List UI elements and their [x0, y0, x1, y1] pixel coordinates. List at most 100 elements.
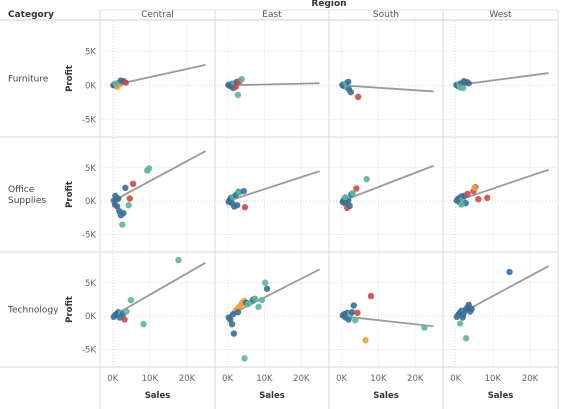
- data-point: [352, 317, 359, 324]
- data-point: [230, 330, 238, 337]
- data-point: [140, 321, 147, 328]
- y-tick-label: 5K: [85, 47, 96, 57]
- trend-line: [227, 170, 320, 203]
- y-axis-title: Profit: [65, 296, 75, 323]
- y-tick-label: -5K: [82, 115, 96, 125]
- column-header-title: Region: [311, 0, 346, 9]
- category-label: Office: [8, 185, 35, 195]
- data-point: [354, 309, 361, 317]
- data-point: [126, 195, 133, 202]
- x-axis-title: Sales: [373, 391, 399, 401]
- region-header-east: East: [262, 10, 282, 20]
- data-point: [458, 201, 465, 208]
- x-tick-label: 0K: [336, 374, 347, 384]
- data-point: [229, 310, 237, 318]
- data-point: [232, 83, 239, 90]
- region-header-south: South: [373, 10, 399, 20]
- data-point: [347, 88, 355, 96]
- y-axis-title: Profit: [65, 181, 75, 208]
- trend-line: [227, 268, 321, 317]
- data-point: [145, 165, 153, 172]
- data-point: [240, 187, 248, 195]
- data-point: [421, 324, 428, 331]
- data-point: [353, 185, 360, 192]
- data-point: [367, 292, 375, 300]
- data-point: [117, 77, 125, 84]
- data-point: [342, 193, 349, 201]
- chart-labels: Region Category Central East South West Furnit…: [7, 0, 539, 401]
- data-point: [468, 305, 475, 313]
- data-point: [234, 308, 242, 316]
- data-point: [456, 84, 464, 91]
- data-point: [252, 295, 259, 302]
- data-point: [462, 335, 470, 342]
- y-tick-label: 0K: [85, 197, 96, 207]
- x-tick-label: 10K: [370, 374, 387, 384]
- y-tick-label: -5K: [82, 346, 96, 356]
- data-points: [110, 75, 513, 362]
- trend-line: [341, 84, 434, 93]
- y-tick-label: 5K: [85, 279, 96, 289]
- data-point: [263, 285, 271, 292]
- row-header-title: Category: [8, 10, 54, 20]
- data-point: [129, 180, 137, 187]
- category-label: Supplies: [8, 196, 46, 206]
- region-header-central: Central: [141, 10, 174, 20]
- data-point: [345, 316, 352, 323]
- x-tick-label: 10K: [142, 374, 159, 384]
- data-point: [125, 202, 132, 209]
- data-point: [255, 303, 262, 311]
- data-point: [234, 91, 242, 99]
- data-point: [464, 190, 471, 198]
- x-tick-label: 10K: [256, 374, 273, 384]
- data-point: [345, 78, 352, 86]
- data-point: [465, 80, 472, 87]
- data-point: [112, 80, 119, 87]
- data-point: [350, 302, 357, 309]
- data-point: [175, 256, 182, 264]
- x-axis-title: Sales: [145, 391, 171, 401]
- x-axis-title: Sales: [259, 391, 285, 401]
- x-tick-label: 20K: [407, 374, 424, 384]
- x-tick-label: 0K: [222, 374, 233, 384]
- data-point: [363, 175, 370, 183]
- data-point: [459, 310, 467, 318]
- data-point: [112, 192, 119, 200]
- data-point: [123, 308, 130, 315]
- data-point: [456, 320, 464, 327]
- x-tick-label: 20K: [522, 374, 539, 384]
- data-point: [120, 210, 127, 217]
- data-point: [362, 337, 369, 344]
- trend-line: [112, 150, 206, 202]
- data-point: [349, 189, 356, 197]
- x-tick-label: 0K: [107, 374, 118, 384]
- x-tick-label: 10K: [485, 374, 502, 384]
- trend-line: [341, 164, 434, 203]
- data-point: [258, 296, 266, 304]
- x-tick-label: 20K: [179, 374, 196, 384]
- data-point: [484, 194, 491, 202]
- data-point: [261, 279, 269, 286]
- trend-lines: [112, 63, 549, 328]
- data-point: [241, 355, 248, 362]
- data-point: [127, 296, 135, 304]
- category-label: Furniture: [8, 75, 49, 85]
- category-label: Technology: [7, 306, 59, 316]
- x-tick-label: 0K: [450, 374, 461, 384]
- y-tick-label: 0K: [85, 312, 96, 322]
- data-point: [241, 204, 249, 211]
- data-point: [233, 202, 241, 209]
- data-point: [346, 202, 353, 210]
- region-header-west: West: [489, 10, 512, 20]
- data-point: [460, 78, 468, 85]
- data-point: [238, 75, 245, 83]
- data-point: [506, 268, 513, 276]
- x-tick-label: 20K: [293, 374, 310, 384]
- data-point: [475, 195, 482, 203]
- x-axis-title: Sales: [488, 391, 514, 401]
- data-point: [119, 221, 126, 228]
- data-point: [121, 316, 128, 323]
- data-point: [354, 93, 362, 101]
- data-point: [228, 321, 236, 328]
